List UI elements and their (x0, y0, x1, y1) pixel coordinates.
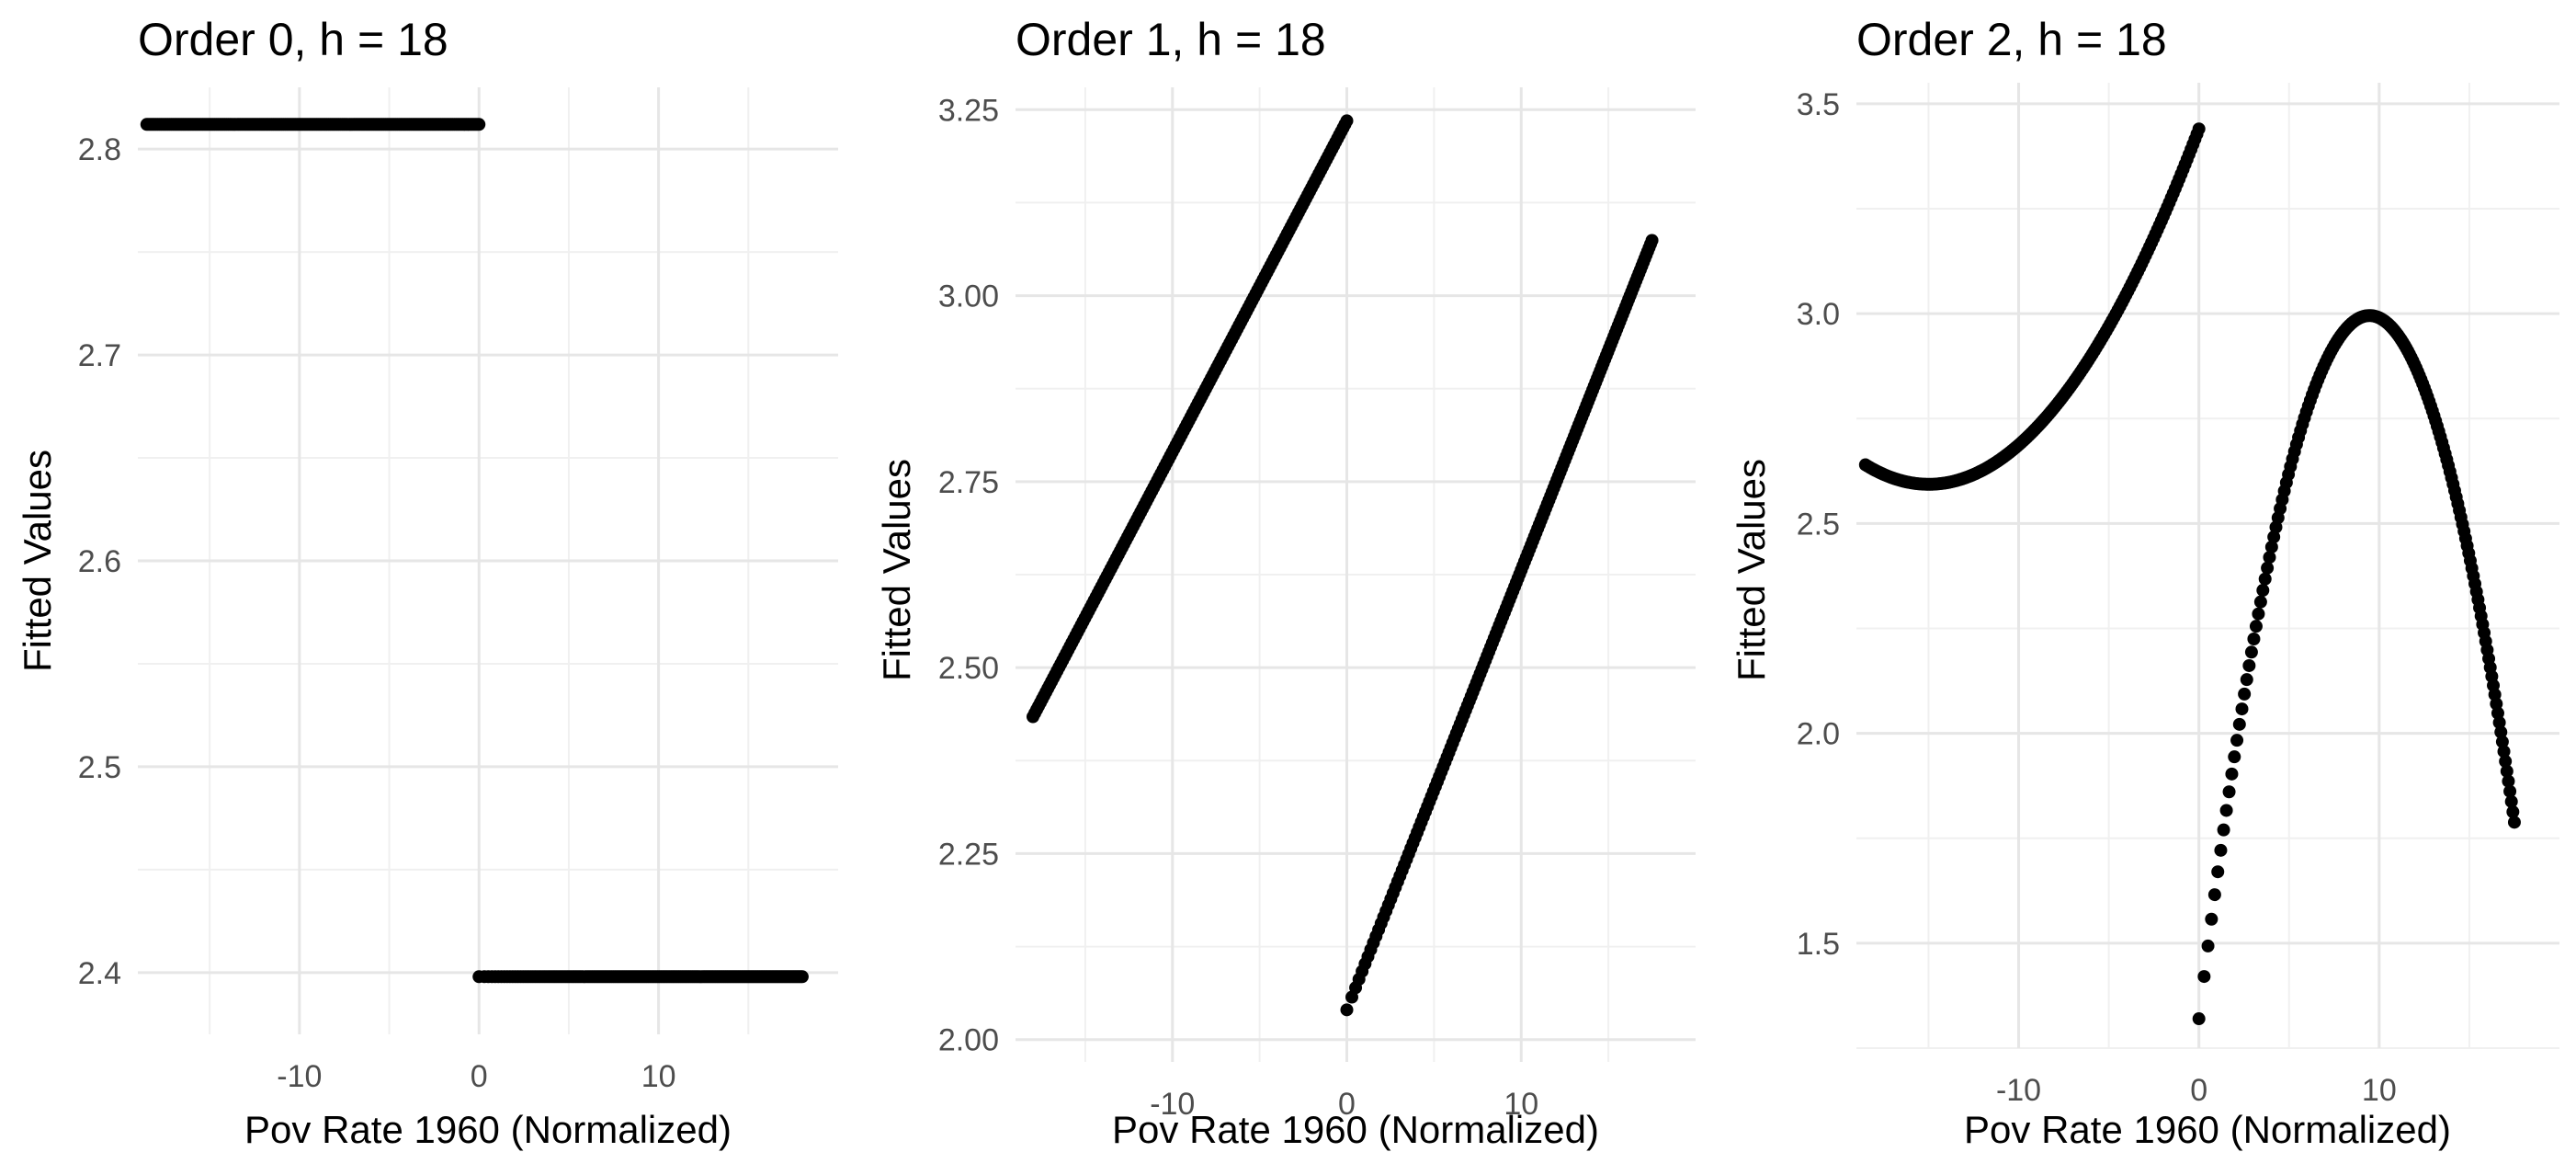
x-axis-label: Pov Rate 1960 (Normalized) (1112, 1108, 1599, 1151)
y-tick-label: 3.25 (938, 93, 999, 128)
panel-order-0: Order 0, h = 18 -10 0 10 2.4 2.5 2.6 2.7 2.8 Po… (16, 14, 838, 1151)
x-tick-label: 0 (2190, 1073, 2207, 1108)
y-tick-label: 2.5 (78, 750, 121, 785)
panel-order-1: Order 1, h = 18 -10 0 10 2.00 2.25 2.50 2.75 3.… (875, 14, 1696, 1151)
data-point-right (2192, 1012, 2206, 1026)
y-axis-label: Fitted Values (16, 450, 59, 672)
data-point-right (1645, 234, 1659, 247)
data-point-right (2261, 561, 2275, 575)
x-tick-label: 0 (471, 1059, 488, 1094)
data-point-left (472, 118, 486, 131)
data-point-right (795, 970, 809, 984)
x-tick-label: -10 (277, 1059, 322, 1094)
data-point-right (2263, 551, 2276, 565)
y-tick-label: 2.25 (938, 837, 999, 872)
data-point-right (2205, 912, 2219, 926)
x-tick-label: 0 (1338, 1087, 1356, 1122)
data-point-right (2495, 735, 2509, 748)
data-point-right (2238, 687, 2252, 701)
x-tick-label: -10 (1150, 1087, 1195, 1122)
data-point-right (2247, 632, 2261, 645)
tick-labels: -10 0 10 1.5 2.0 2.5 3.0 3.5 (1797, 87, 2397, 1108)
data-point-right (2502, 774, 2515, 788)
y-tick-label: 1.5 (1797, 927, 1840, 962)
data-point-right (2242, 658, 2256, 672)
data-point-right (2249, 620, 2263, 633)
data-point-right (2222, 785, 2236, 799)
grid-lines (1856, 83, 2559, 1049)
data-point-right (2256, 584, 2270, 598)
panel-title: Order 0, h = 18 (138, 14, 448, 65)
data-point-right (2499, 755, 2513, 769)
data-point-right (2225, 767, 2239, 781)
x-axis-label: Pov Rate 1960 (Normalized) (244, 1108, 732, 1151)
data-point-right (2211, 865, 2225, 879)
y-tick-label: 2.5 (1797, 507, 1840, 542)
x-tick-label: 10 (2362, 1073, 2397, 1108)
panel-order-2: Order 2, h = 18 -10 0 10 1.5 2.0 2.5 3.0 3.5 Po… (1730, 14, 2559, 1151)
data-point-right (2264, 540, 2278, 553)
data-points (1858, 122, 2521, 1026)
panel-title: Order 2, h = 18 (1856, 14, 2167, 65)
data-point-right (2503, 784, 2517, 798)
y-tick-label: 2.7 (78, 338, 121, 373)
data-point-right (2197, 970, 2211, 984)
data-point-right (2267, 530, 2281, 544)
y-tick-label: 2.0 (1797, 717, 1840, 752)
data-point-right (2207, 888, 2221, 902)
data-point-right (2244, 645, 2258, 659)
data-points (1026, 114, 1659, 1017)
x-tick-label: 10 (641, 1059, 676, 1094)
data-point-right (2506, 805, 2520, 819)
tick-labels: -10 0 10 2.4 2.5 2.6 2.7 2.8 (78, 132, 676, 1094)
panel-title: Order 1, h = 18 (1016, 14, 1326, 65)
data-point-right (2201, 939, 2215, 953)
data-point-right (2235, 702, 2249, 716)
data-point-right (2219, 804, 2233, 817)
y-tick-label: 3.5 (1797, 87, 1840, 122)
data-point-right (2214, 843, 2228, 857)
data-point-right (2491, 706, 2504, 720)
y-tick-label: 2.6 (78, 544, 121, 579)
data-point-right (2230, 734, 2244, 747)
y-axis-label: Fitted Values (875, 459, 918, 681)
y-tick-label: 3.0 (1797, 297, 1840, 332)
data-point-right (2240, 673, 2253, 687)
data-point-right (1340, 1003, 1354, 1017)
y-tick-label: 3.00 (938, 279, 999, 314)
data-point-right (2228, 750, 2241, 764)
data-point-right (2504, 794, 2518, 808)
x-tick-label: 10 (1504, 1087, 1538, 1122)
data-point-right (2507, 816, 2521, 829)
y-tick-label: 2.4 (78, 956, 121, 991)
data-point-right (2500, 764, 2514, 778)
grid-lines (138, 87, 838, 1034)
data-points (140, 118, 809, 984)
data-point-right (2252, 607, 2265, 621)
data-point-right (2494, 725, 2508, 739)
y-tick-label: 2.50 (938, 651, 999, 686)
data-point-right (2232, 717, 2246, 731)
y-axis-label: Fitted Values (1730, 459, 1773, 681)
data-point-right (2253, 595, 2267, 609)
x-axis-label: Pov Rate 1960 (Normalized) (1964, 1108, 2451, 1151)
y-tick-label: 2.00 (938, 1023, 999, 1058)
y-tick-label: 2.75 (938, 465, 999, 500)
data-point-left (1340, 114, 1354, 128)
grid-lines (1016, 87, 1696, 1062)
data-point-right (2497, 745, 2511, 759)
data-point-left (2192, 122, 2206, 136)
data-point-right (2217, 823, 2230, 837)
y-tick-label: 2.8 (78, 132, 121, 167)
x-tick-label: -10 (1996, 1073, 2041, 1108)
tick-labels: -10 0 10 2.00 2.25 2.50 2.75 3.00 3.25 (938, 93, 1538, 1122)
data-point-right (2492, 715, 2506, 729)
data-point-right (2258, 572, 2272, 586)
